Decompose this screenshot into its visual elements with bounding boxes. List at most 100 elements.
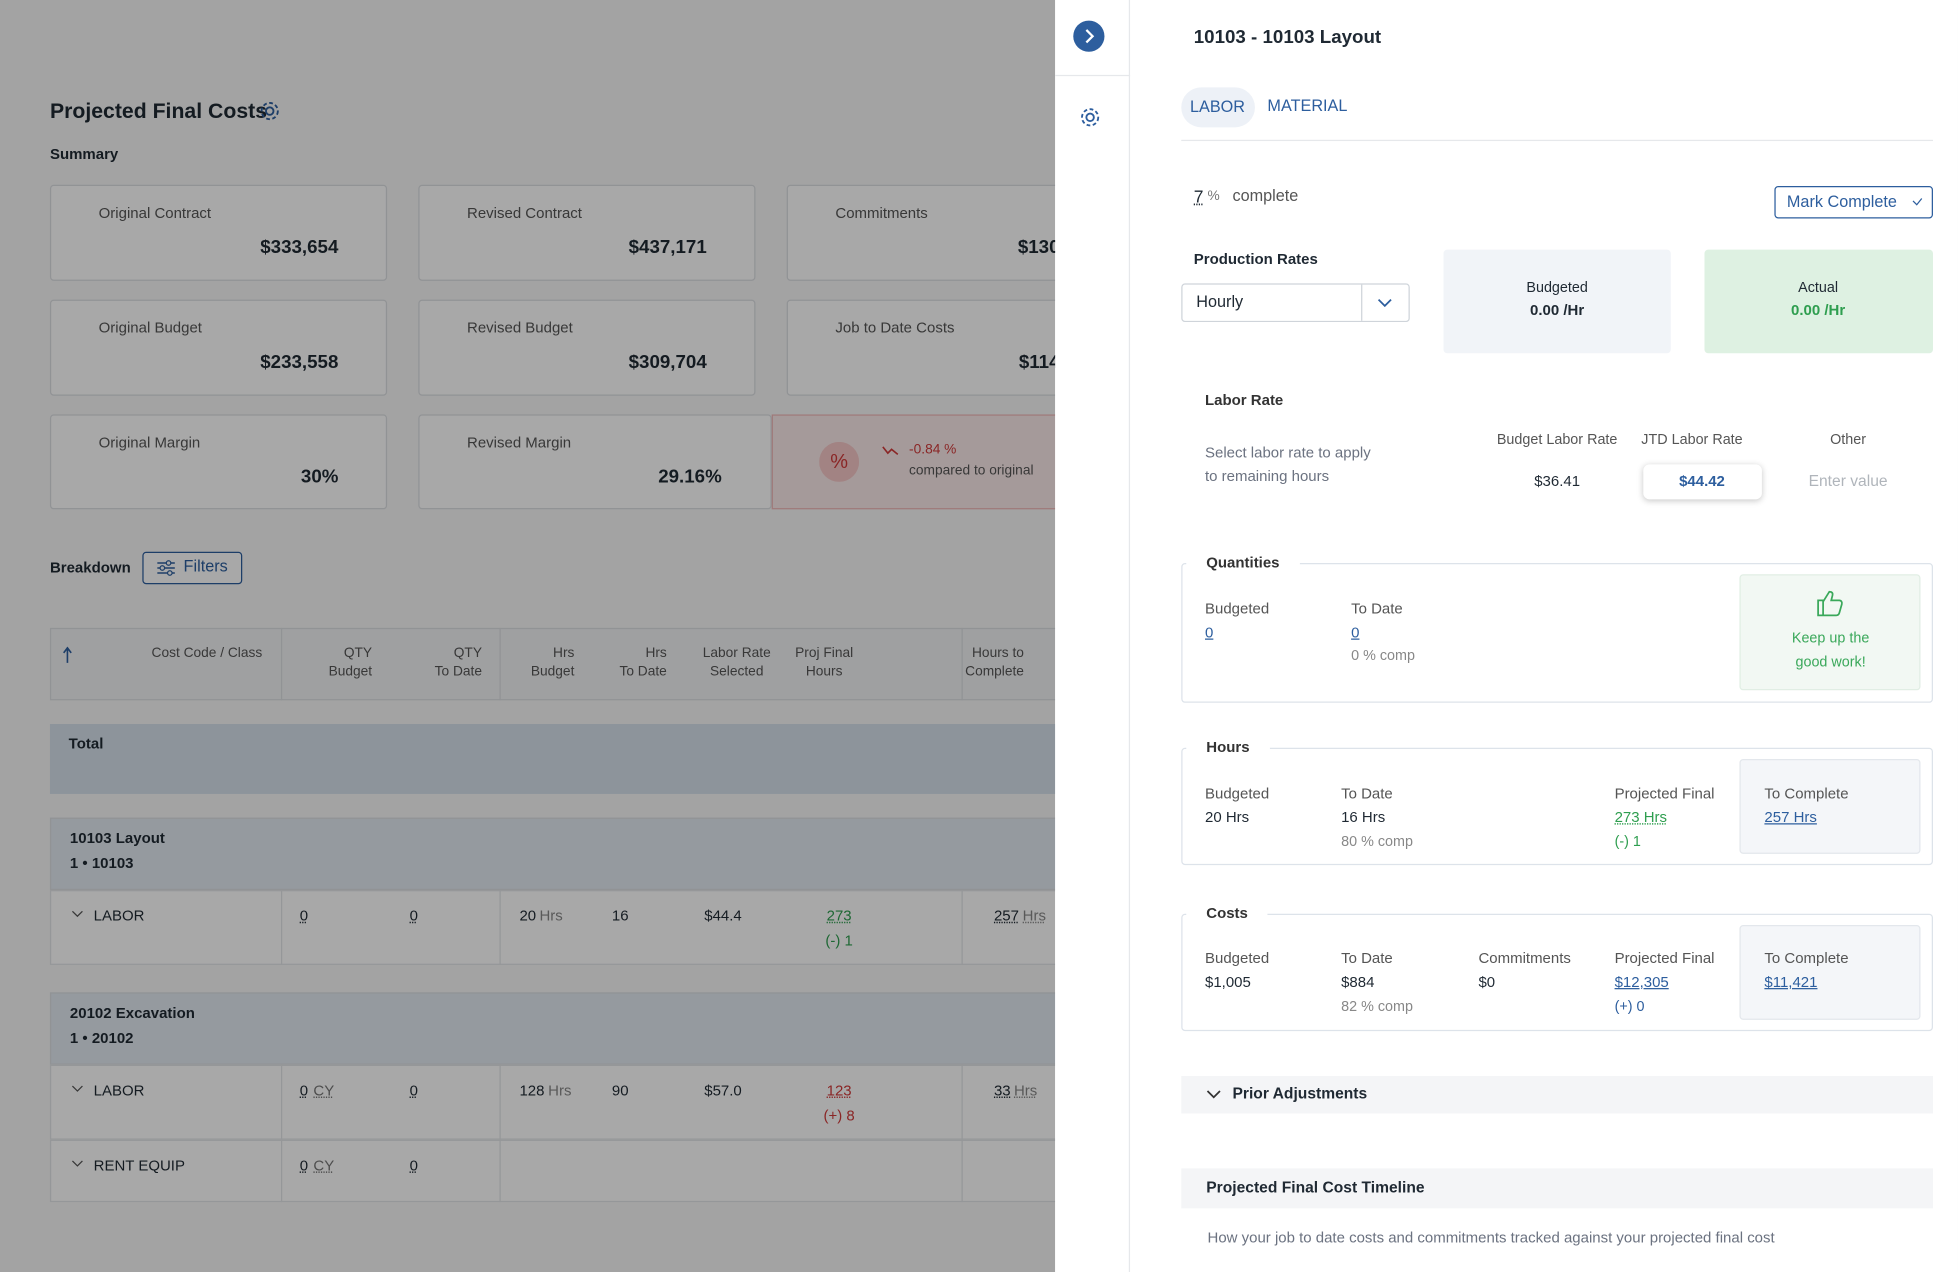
- column-divider: [280, 627, 283, 701]
- column-divider: [280, 1064, 283, 1140]
- card-label: Revised Margin: [467, 433, 572, 452]
- sort-arrow[interactable]: [62, 646, 72, 664]
- hrs-unit: Hrs: [539, 906, 563, 925]
- stat-label: Budgeted: [1204, 599, 1270, 618]
- filters-label[interactable]: Filters: [183, 556, 228, 576]
- expand-icon[interactable]: [71, 1085, 83, 1092]
- section-label: Costs: [1186, 904, 1268, 924]
- group-code: 1 • 20102: [69, 1029, 134, 1047]
- table-row: [49, 1139, 1087, 1203]
- mark-complete-button[interactable]: [1774, 185, 1933, 219]
- qty-to-date: 0: [409, 1156, 418, 1175]
- select-divider: [1361, 284, 1363, 321]
- summary-card: [418, 299, 756, 396]
- column-divider: [280, 1139, 283, 1203]
- column-header: Labor Rate: [702, 645, 771, 661]
- qty-to-date: 0: [409, 906, 418, 925]
- summary-card: [49, 299, 388, 396]
- card-value: 30%: [300, 466, 339, 488]
- option-value[interactable]: $36.41: [1534, 472, 1581, 490]
- summary-card: [418, 184, 756, 281]
- tab[interactable]: MATERIAL: [1267, 95, 1348, 115]
- hint: Select labor rate to apply: [1204, 443, 1371, 462]
- svg-text:%: %: [830, 451, 848, 473]
- to-complete-unit: Hrs: [1013, 1081, 1038, 1100]
- column-header: Hrs: [645, 645, 667, 661]
- hrs-budget: 20: [519, 906, 537, 925]
- option-label: Other: [1830, 432, 1867, 448]
- column-header: Budget: [328, 664, 373, 680]
- column-header: Complete: [965, 664, 1024, 680]
- stat-value: $11,421: [1764, 973, 1818, 991]
- qty-budget: 0: [299, 1156, 309, 1175]
- filters-icon: [157, 560, 175, 576]
- column-divider: [961, 627, 963, 701]
- stat-note: 80 % comp: [1341, 834, 1413, 850]
- column-divider: [961, 1064, 963, 1140]
- qty-budget: 0: [299, 906, 309, 925]
- column-header: Proj Final: [795, 645, 854, 661]
- column-divider: [961, 1139, 963, 1203]
- section-label: Quantities: [1186, 553, 1300, 573]
- group-name: 10103 Layout: [69, 829, 165, 847]
- message-card: [1739, 574, 1921, 691]
- card-label: Job to Date Costs: [835, 318, 955, 337]
- column-header: To Date: [434, 664, 482, 680]
- accordion-title[interactable]: Prior Adjustments: [1232, 1085, 1368, 1103]
- total-label: Total: [68, 734, 104, 753]
- card-value: $233,558: [260, 351, 339, 373]
- tab[interactable]: LABOR: [1189, 97, 1246, 116]
- settings-icon[interactable]: [1079, 106, 1101, 128]
- rate-select[interactable]: [1181, 283, 1410, 323]
- proj-adjustment: (-) 1: [825, 931, 853, 950]
- stat-note: 0 % comp: [1351, 648, 1415, 664]
- to-complete-unit: Hrs: [1022, 906, 1047, 925]
- cost-class: LABOR: [93, 1081, 145, 1100]
- message: good work!: [1795, 655, 1866, 671]
- timeline-title: Projected Final Cost Timeline: [1206, 1178, 1425, 1197]
- panel-title: 10103 - 10103 Layout: [1193, 26, 1382, 49]
- stat-link[interactable]: 0: [1204, 623, 1214, 642]
- column-header: Hours to: [972, 645, 1024, 661]
- column-divider: [499, 1064, 501, 1140]
- summary-card: [49, 184, 388, 281]
- stat-label: To Complete: [1764, 949, 1849, 967]
- section-box: [1181, 747, 1933, 866]
- expand-icon[interactable]: [71, 1160, 83, 1167]
- settings-icon[interactable]: [258, 100, 280, 122]
- card-value: $437,171: [628, 236, 707, 258]
- proj-final: 273: [826, 906, 852, 925]
- percent-unit: %: [1207, 188, 1220, 204]
- table-row: [49, 1064, 1087, 1140]
- option-input[interactable]: Enter value: [1808, 472, 1888, 490]
- hrs-to-date: 90: [611, 1081, 629, 1100]
- stat-value: $0: [1478, 973, 1496, 991]
- column-header: Cost Code / Class: [151, 645, 263, 661]
- summary-card: [49, 414, 388, 510]
- stat-label: To Date: [1341, 784, 1393, 803]
- filters-button[interactable]: [142, 551, 243, 585]
- accordion-header[interactable]: [1181, 1076, 1933, 1114]
- cost-class: RENT EQUIP: [93, 1156, 185, 1175]
- proj-adjustment: (+) 8: [823, 1106, 855, 1125]
- mark-complete-label[interactable]: Mark Complete: [1786, 192, 1897, 211]
- collapse-button[interactable]: [1073, 20, 1105, 52]
- stat-value: 273 Hrs: [1614, 808, 1668, 826]
- column-divider: [961, 890, 963, 965]
- stat-label: Commitments: [1478, 949, 1571, 967]
- stat-link[interactable]: 0: [1351, 623, 1360, 642]
- page-title: Projected Final Costs: [49, 99, 268, 123]
- stat-label: To Date: [1341, 949, 1393, 967]
- selected-option[interactable]: [1643, 464, 1762, 500]
- expand-icon[interactable]: [71, 910, 83, 918]
- option-value[interactable]: $44.42: [1679, 472, 1725, 490]
- stat-value: 20 Hrs: [1204, 808, 1250, 826]
- timeline-description: How your job to date costs and commitmen…: [1207, 1228, 1775, 1247]
- column-header: Hrs: [553, 645, 575, 661]
- column-header: QTY: [453, 645, 482, 661]
- column-header: Selected: [710, 664, 764, 680]
- option-label: JTD Labor Rate: [1641, 432, 1743, 448]
- select-value[interactable]: Hourly: [1196, 291, 1244, 311]
- tab-divider: [1181, 139, 1933, 142]
